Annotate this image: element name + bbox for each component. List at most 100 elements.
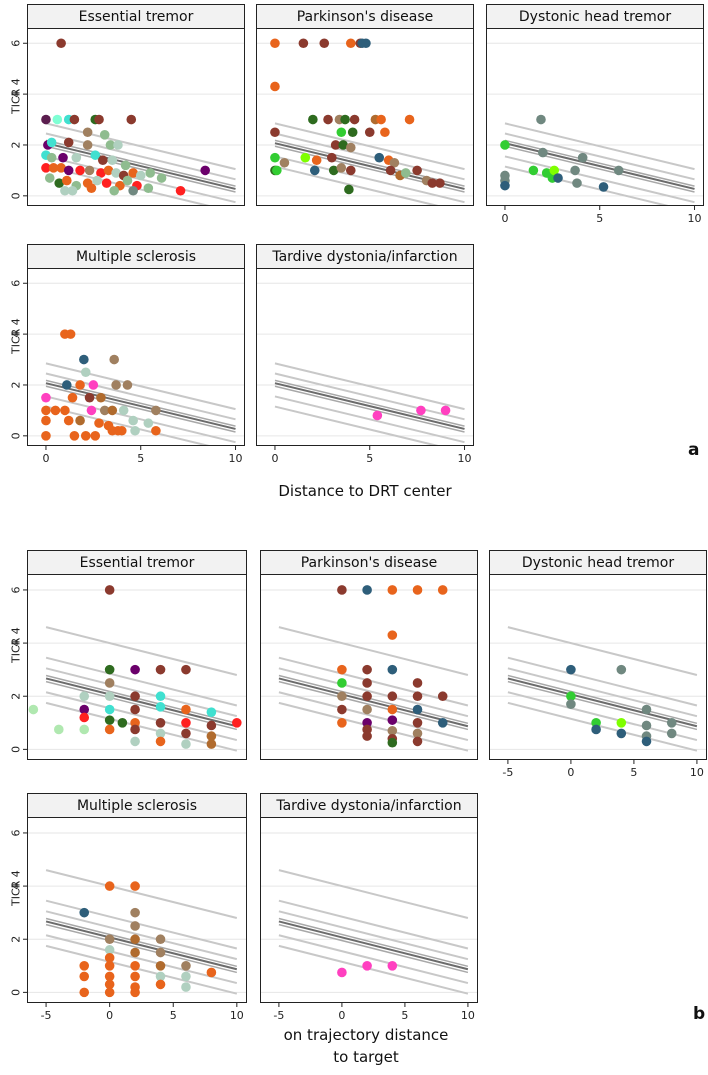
chart-panel: Dystonic head tremor 0 5 10: [486, 4, 704, 225]
data-point: [155, 728, 166, 739]
data-point: [104, 704, 115, 715]
data-point: [327, 152, 337, 163]
data-point: [412, 678, 423, 688]
y-tick-label: 2: [10, 693, 23, 700]
data-point: [387, 725, 398, 736]
data-point: [616, 664, 627, 675]
fit-line: [278, 674, 469, 725]
data-point: [75, 380, 85, 390]
confidence-band-line: [278, 910, 469, 961]
y-axis-label: TICR 4: [10, 78, 23, 115]
plot-area: [486, 28, 704, 206]
data-point: [536, 114, 546, 125]
panel-title: Essential tremor: [79, 9, 194, 25]
data-point: [309, 165, 320, 176]
data-point: [69, 431, 80, 441]
data-point: [130, 907, 140, 918]
title-strip: [256, 4, 474, 29]
data-point: [104, 971, 115, 982]
data-point: [86, 405, 97, 416]
x-tick-label: 5: [137, 452, 144, 465]
data-point: [337, 691, 347, 702]
data-point: [319, 38, 330, 49]
data-point: [88, 380, 99, 390]
panel-b-xlabel-line1: on trajectory distance: [283, 1026, 449, 1044]
data-point: [130, 704, 140, 715]
confidence-band-line: [507, 701, 698, 752]
data-point: [130, 987, 140, 998]
data-point: [437, 718, 448, 728]
data-points: [41, 38, 210, 196]
confidence-band-line: [274, 395, 465, 444]
data-point: [53, 724, 64, 735]
data-point: [412, 165, 422, 176]
chart-panel: Tardive dystonia/infarction -5 0 5 10: [260, 793, 478, 1022]
data-point: [349, 114, 360, 125]
data-point: [155, 664, 166, 675]
confidence-band-line: [274, 405, 443, 446]
panel-title: Parkinson's disease: [301, 555, 438, 571]
x-tick-label: 5: [596, 212, 603, 225]
data-point: [103, 165, 114, 176]
data-point: [270, 152, 280, 163]
confidence-band-line: [45, 667, 238, 718]
fit-lines: [45, 869, 238, 995]
x-tick-label: 0: [567, 766, 574, 779]
data-point: [82, 140, 93, 150]
data-point: [311, 155, 322, 166]
data-point: [130, 691, 140, 702]
y-axis-label: TICR 4: [10, 627, 23, 664]
y-tick-label: 0: [10, 192, 23, 199]
data-point: [181, 739, 191, 749]
fit-line: [45, 917, 238, 968]
confidence-band-line: [278, 934, 469, 985]
title-strip: [260, 550, 478, 575]
data-point: [666, 728, 677, 739]
chart-panel: Multiple sclerosis 0 2 4 6 TICR 4 -5 0 5 10: [10, 793, 247, 1022]
x-tick-label: -5: [502, 766, 513, 779]
data-point: [376, 114, 386, 125]
x-tick-label: 5: [401, 1009, 408, 1022]
fit-line: [274, 379, 465, 427]
data-point: [337, 967, 347, 978]
data-point: [206, 720, 217, 731]
data-point: [104, 961, 115, 971]
title-strip: [27, 793, 247, 818]
data-point: [104, 987, 115, 998]
fit-line: [507, 677, 698, 728]
fit-line: [278, 923, 469, 974]
data-point: [71, 152, 82, 163]
data-point: [130, 736, 140, 747]
data-point: [28, 704, 39, 715]
data-point: [666, 718, 677, 728]
data-point: [48, 163, 59, 173]
panel-a-letter: a: [688, 440, 700, 460]
data-point: [79, 724, 90, 735]
confidence-band-line: [504, 155, 695, 204]
data-point: [101, 178, 112, 188]
panel-title: Parkinson's disease: [297, 9, 434, 25]
data-point: [387, 704, 398, 715]
data-point: [272, 165, 282, 176]
data-point: [56, 163, 66, 173]
data-point: [380, 127, 390, 138]
data-point: [345, 165, 356, 176]
panel-a-xlabel: Distance to DRT center: [278, 482, 452, 500]
confidence-band-line: [504, 132, 695, 181]
data-point: [156, 173, 167, 183]
data-point: [412, 585, 423, 595]
data-point: [82, 127, 93, 138]
data-point: [130, 425, 140, 436]
data-point: [613, 165, 624, 176]
confidence-band-line: [278, 656, 469, 707]
data-point: [104, 585, 115, 595]
plot-area: [260, 817, 478, 1003]
fit-line: [278, 680, 469, 731]
data-point: [338, 140, 349, 150]
fit-line: [507, 674, 698, 725]
fit-lines: [274, 362, 465, 446]
data-point: [385, 165, 396, 176]
data-point: [54, 178, 65, 188]
fit-line: [278, 917, 469, 968]
data-point: [41, 431, 51, 441]
